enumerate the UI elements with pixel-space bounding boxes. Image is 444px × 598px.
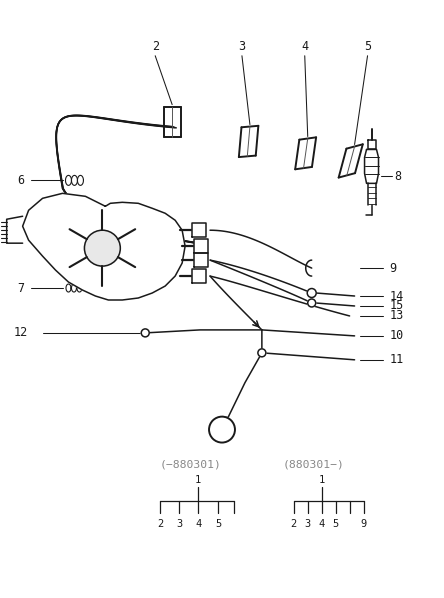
Text: 11: 11	[389, 353, 404, 367]
Circle shape	[307, 288, 316, 297]
Text: 9: 9	[361, 519, 367, 529]
Circle shape	[141, 329, 149, 337]
Polygon shape	[194, 239, 208, 253]
Text: 1: 1	[318, 475, 325, 486]
Text: 13: 13	[389, 309, 404, 322]
Text: (880301−): (880301−)	[283, 459, 345, 469]
Polygon shape	[23, 193, 185, 300]
Text: 9: 9	[389, 261, 396, 274]
Text: 2: 2	[157, 519, 163, 529]
Text: 7: 7	[17, 282, 24, 295]
Text: 12: 12	[13, 327, 28, 340]
Circle shape	[308, 299, 316, 307]
Text: 5: 5	[333, 519, 339, 529]
Text: 15: 15	[389, 300, 404, 313]
Polygon shape	[194, 253, 208, 267]
Text: 4: 4	[195, 519, 201, 529]
Text: 5: 5	[364, 40, 371, 53]
Text: 6: 6	[17, 174, 24, 187]
Polygon shape	[192, 223, 206, 237]
Text: 3: 3	[305, 519, 311, 529]
Circle shape	[84, 230, 120, 266]
Text: 2: 2	[152, 40, 159, 53]
Text: 4: 4	[318, 519, 325, 529]
Circle shape	[209, 417, 235, 443]
Text: 4: 4	[301, 40, 308, 53]
Text: 2: 2	[291, 519, 297, 529]
Text: 8: 8	[394, 170, 401, 183]
Text: 3: 3	[176, 519, 182, 529]
Polygon shape	[192, 269, 206, 283]
Circle shape	[258, 349, 266, 357]
Text: (−880301): (−880301)	[159, 459, 221, 469]
Text: 3: 3	[238, 40, 246, 53]
Text: 5: 5	[215, 519, 221, 529]
Text: 14: 14	[389, 289, 404, 303]
Text: 1: 1	[195, 475, 201, 486]
Text: 10: 10	[389, 329, 404, 343]
